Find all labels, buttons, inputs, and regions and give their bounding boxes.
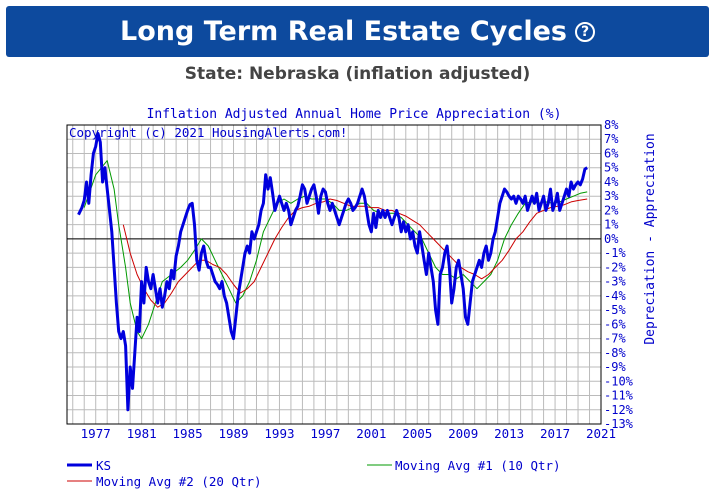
x-tick-label: 1985	[173, 426, 203, 441]
y-tick-label: -13%	[604, 417, 634, 431]
x-tick-label: 1989	[218, 426, 248, 441]
y-tick-label: -5%	[604, 303, 626, 317]
y-tick-label: 5%	[604, 161, 619, 175]
y-tick-label: -10%	[604, 374, 634, 388]
y-tick-label: 6%	[604, 146, 619, 160]
series-line-ma1	[83, 160, 588, 340]
x-tick-label: 2005	[402, 426, 432, 441]
x-tick-label: 1997	[310, 426, 340, 441]
x-axis-ticks: 1977 1981 1985 1989 1993 1997 2001 2005 2009 2013…	[81, 426, 616, 441]
y-axis-label: Depreciation - Appreciation	[643, 133, 658, 344]
x-tick-label: 1977	[81, 426, 111, 441]
y-tick-label: 4%	[604, 175, 619, 189]
header-banner: Long Term Real Estate Cycles ?	[6, 6, 709, 57]
y-tick-label: 8%	[604, 118, 619, 132]
y-tick-label: -7%	[604, 332, 626, 346]
y-tick-label: -11%	[604, 389, 634, 403]
chart-title: Inflation Adjusted Annual Home Price App…	[147, 107, 562, 122]
x-tick-label: 2001	[356, 426, 386, 441]
legend-label-ma1: Moving Avg #1 (10 Qtr)	[395, 458, 561, 473]
plot-frame	[66, 124, 602, 425]
legend: KS Moving Avg #1 (10 Qtr) Moving Avg #2 …	[67, 458, 561, 489]
y-axis-ticks: 8%7%6%5%4%3%2%1%0%-1%-2%-3%-4%-5%-6%-7%-…	[604, 118, 634, 431]
y-tick-label: 2%	[604, 203, 619, 217]
y-tick-label: -12%	[604, 403, 634, 417]
y-tick-label: 1%	[604, 218, 619, 232]
y-tick-label: -6%	[604, 317, 626, 331]
y-tick-label: 3%	[604, 189, 619, 203]
x-tick-label: 2017	[540, 426, 570, 441]
help-icon[interactable]: ?	[575, 21, 595, 42]
x-tick-label: 2021	[586, 426, 616, 441]
y-tick-label: -4%	[604, 289, 626, 303]
series-line-ks	[77, 132, 588, 412]
chart-watermark: Copyright (c) 2021 HousingAlerts.com!	[69, 125, 347, 140]
page-title: Long Term Real Estate Cycles	[120, 16, 567, 47]
chart-series	[77, 132, 588, 412]
y-tick-label: -9%	[604, 360, 626, 374]
x-tick-label: 2009	[448, 426, 478, 441]
y-tick-label: -2%	[604, 260, 626, 274]
y-tick-label: 7%	[604, 132, 619, 146]
x-tick-label: 2013	[494, 426, 524, 441]
legend-label-ma2: Moving Avg #2 (20 Qtr)	[96, 474, 262, 489]
y-tick-label: -3%	[604, 275, 626, 289]
legend-label-ks: KS	[96, 458, 111, 473]
x-tick-label: 1981	[127, 426, 157, 441]
x-tick-label: 1993	[264, 426, 294, 441]
y-tick-label: -8%	[604, 346, 626, 360]
page-subtitle: State: Nebraska (inflation adjusted)	[184, 64, 531, 84]
y-tick-label: 0%	[604, 232, 619, 246]
y-tick-label: -1%	[604, 246, 626, 260]
